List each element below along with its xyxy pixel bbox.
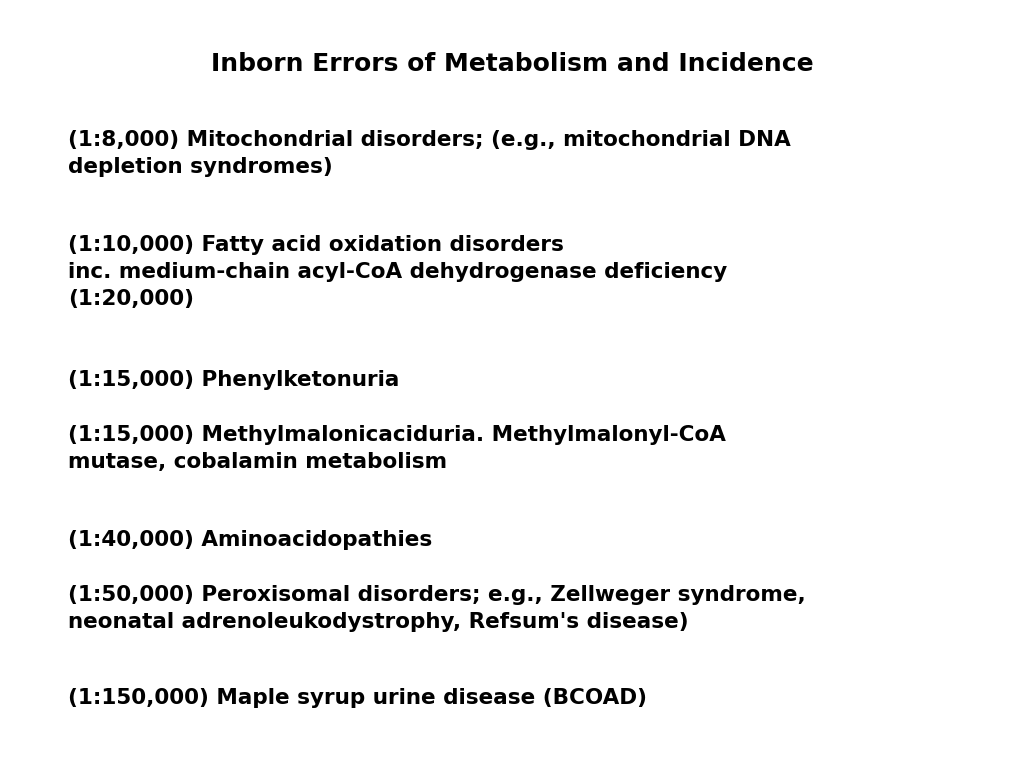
Text: mutase, cobalamin metabolism: mutase, cobalamin metabolism [68, 452, 447, 472]
Text: (1:40,000) Aminoacidopathies: (1:40,000) Aminoacidopathies [68, 530, 432, 550]
Text: (1:50,000) Peroxisomal disorders; e.g., Zellweger syndrome,: (1:50,000) Peroxisomal disorders; e.g., … [68, 585, 806, 605]
Text: (1:15,000) Phenylketonuria: (1:15,000) Phenylketonuria [68, 370, 399, 390]
Text: (1:10,000) Fatty acid oxidation disorders: (1:10,000) Fatty acid oxidation disorder… [68, 235, 564, 255]
Text: neonatal adrenoleukodystrophy, Refsum's disease): neonatal adrenoleukodystrophy, Refsum's … [68, 612, 688, 632]
Text: (1:20,000): (1:20,000) [68, 289, 194, 309]
Text: Inborn Errors of Metabolism and Incidence: Inborn Errors of Metabolism and Incidenc… [211, 52, 813, 76]
Text: inc. medium-chain acyl-CoA dehydrogenase deficiency: inc. medium-chain acyl-CoA dehydrogenase… [68, 262, 727, 282]
Text: (1:15,000) Methylmalonicaciduria. Methylmalonyl-CoA: (1:15,000) Methylmalonicaciduria. Methyl… [68, 425, 726, 445]
Text: (1:8,000) Mitochondrial disorders; (e.g., mitochondrial DNA: (1:8,000) Mitochondrial disorders; (e.g.… [68, 130, 791, 150]
Text: depletion syndromes): depletion syndromes) [68, 157, 333, 177]
Text: (1:150,000) Maple syrup urine disease (BCOAD): (1:150,000) Maple syrup urine disease (B… [68, 688, 647, 708]
